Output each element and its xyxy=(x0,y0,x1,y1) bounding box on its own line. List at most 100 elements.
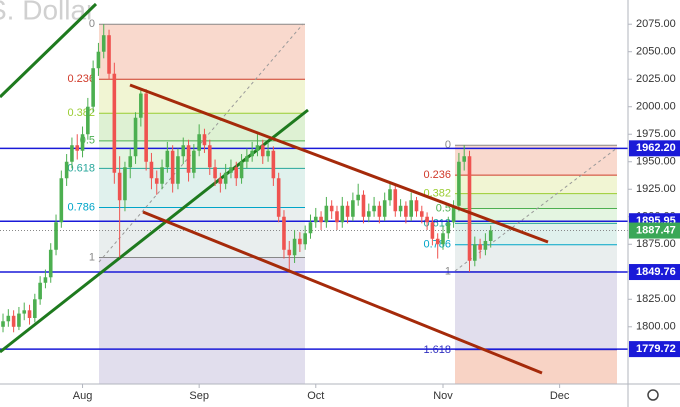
candle-body xyxy=(197,134,201,151)
trend-line xyxy=(142,210,543,375)
candle-body xyxy=(64,161,69,179)
price-axis xyxy=(628,0,680,407)
fib-diagonal xyxy=(98,23,304,263)
price-level-label: 1962.20 xyxy=(636,142,676,154)
candle-body xyxy=(154,178,159,184)
candle-body xyxy=(22,310,27,314)
candle-body xyxy=(144,93,148,162)
last-price-box xyxy=(629,222,680,239)
fib-label: 0.236 xyxy=(67,73,95,85)
candle-body xyxy=(430,222,435,239)
y-tick-label: 1825.00 xyxy=(636,293,676,305)
candle-body xyxy=(446,222,451,234)
candle-body xyxy=(255,145,260,151)
fib-label: 1 xyxy=(89,251,95,263)
candle-body xyxy=(298,238,302,245)
candle-body xyxy=(308,222,313,234)
candle-body xyxy=(223,172,228,184)
candle-body xyxy=(213,167,217,179)
candle-body xyxy=(43,277,48,283)
trend-line xyxy=(129,83,549,244)
candle-body xyxy=(441,233,445,245)
fib-label: 0.382 xyxy=(67,107,95,119)
y-tick-label: 2050.00 xyxy=(636,46,676,58)
candle-body xyxy=(149,161,154,179)
y-tick-label: 1875.00 xyxy=(636,238,676,250)
candle-body xyxy=(192,150,196,173)
candle-body xyxy=(266,150,270,157)
candle-body xyxy=(356,194,360,201)
candle-body xyxy=(70,145,74,162)
candle-body xyxy=(393,189,398,212)
candle-body xyxy=(382,200,387,217)
candle-body xyxy=(388,189,392,201)
y-tick-label: 2000.00 xyxy=(636,101,676,113)
settings-icon[interactable] xyxy=(647,389,659,401)
candle-body xyxy=(313,216,318,223)
candle-body xyxy=(59,178,64,223)
candle-body xyxy=(303,233,307,245)
candle-body xyxy=(351,200,355,217)
candle-body xyxy=(27,310,32,318)
fib-label: 0 xyxy=(445,139,451,151)
candle-body xyxy=(86,106,90,135)
candle-body xyxy=(372,205,376,212)
fib-label: 0.236 xyxy=(423,169,451,181)
candle-body xyxy=(101,35,106,52)
fib-zone xyxy=(99,207,305,258)
candle-body xyxy=(1,321,5,327)
candle-body xyxy=(11,315,16,327)
candle-body xyxy=(6,315,11,322)
candles xyxy=(1,24,493,333)
y-tick-label: 1950.00 xyxy=(636,156,676,168)
y-tick-label: 1800.00 xyxy=(636,321,676,333)
candle-body xyxy=(234,167,239,179)
fib-label: 0 xyxy=(89,18,95,30)
candle-body xyxy=(128,156,133,168)
candle-body xyxy=(176,156,180,184)
candle-body xyxy=(361,194,366,217)
x-tick-label: Nov xyxy=(433,390,453,402)
candle-body xyxy=(112,73,117,173)
y-tick-label: 2075.00 xyxy=(636,18,676,30)
candle-body xyxy=(335,211,339,223)
fib-label: 0.618 xyxy=(67,162,95,174)
candle-body xyxy=(282,216,286,250)
fib-zone xyxy=(455,223,617,245)
candle-body xyxy=(17,313,21,327)
candle-body xyxy=(33,299,37,318)
candle-body xyxy=(218,178,223,184)
watermark: S. Dollar xyxy=(0,0,95,25)
candle-body xyxy=(457,161,461,206)
fib-label: 1.618 xyxy=(423,344,451,356)
candle-body xyxy=(80,134,85,151)
fib-diagonal xyxy=(454,147,618,272)
candle-body xyxy=(123,167,127,201)
candle-body xyxy=(260,145,265,157)
candle-body xyxy=(451,205,456,223)
fib-zones: 00.2360.3820.50.6180.786100.2360.3820.50… xyxy=(67,18,617,384)
fib-zone xyxy=(455,271,617,350)
candle-body xyxy=(117,172,122,201)
candle-body xyxy=(292,238,297,256)
candle-body xyxy=(48,249,53,278)
candle-body xyxy=(478,244,482,250)
fib-zone xyxy=(99,168,305,208)
candle-body xyxy=(170,150,175,184)
candle-body xyxy=(160,167,164,184)
candle-body xyxy=(133,117,138,157)
time-axis xyxy=(0,384,680,407)
candle-body xyxy=(96,51,101,69)
candle-body xyxy=(271,150,276,179)
fib-label: 0.618 xyxy=(423,217,451,229)
y-tick-label: 1925.00 xyxy=(636,183,676,195)
candle-body xyxy=(287,249,292,256)
candle-body xyxy=(202,134,207,146)
candle-body xyxy=(488,230,493,241)
candle-body xyxy=(229,167,233,173)
price-level-label: 1779.72 xyxy=(636,343,676,355)
fib-zone xyxy=(455,208,617,224)
